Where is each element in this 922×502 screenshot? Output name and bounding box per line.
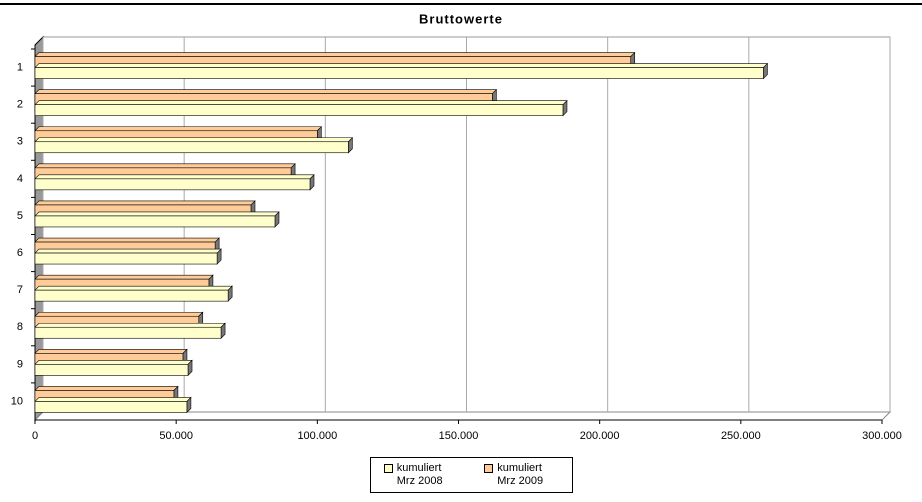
bar-top: [34, 397, 192, 402]
chart-title: Bruttowerte: [419, 11, 503, 26]
bar-top: [34, 285, 233, 291]
bar-top: [34, 274, 214, 280]
legend: kumuliert Mrz 2008 kumuliert Mrz 2009: [370, 457, 573, 493]
bar-top: [34, 126, 323, 132]
bar-top: [34, 237, 220, 243]
bar: [34, 141, 349, 154]
x-tick-label: 150.000: [439, 430, 479, 442]
x-tick-label: 300.000: [862, 430, 902, 442]
bar-top: [34, 63, 769, 68]
bar-top: [34, 89, 498, 94]
y-tick-label: 8: [17, 321, 23, 333]
legend-item: kumuliert Mrz 2008: [383, 462, 459, 488]
y-tick-label: 10: [11, 395, 23, 407]
bar: [34, 326, 222, 339]
y-tick-label: 5: [17, 210, 23, 222]
y-tick-label: 3: [17, 136, 23, 148]
bar-top: [34, 100, 568, 105]
y-tick-label: 4: [17, 173, 23, 185]
bar: [34, 401, 188, 413]
bar: [34, 364, 189, 376]
bar: [34, 252, 218, 265]
bar-top: [34, 386, 179, 391]
bar-top: [34, 174, 315, 180]
bar: [34, 215, 276, 228]
bar-top: [34, 349, 188, 354]
y-tick-label: 7: [17, 284, 23, 296]
floor: [33, 411, 892, 421]
bar: [34, 67, 764, 79]
legend-swatch: [383, 464, 393, 473]
bar-top: [34, 322, 226, 328]
bar-top: [34, 211, 280, 217]
bar-top: [34, 200, 256, 206]
bar: [34, 289, 229, 302]
legend-swatch: [484, 464, 494, 473]
y-tick-label: 2: [17, 99, 23, 111]
x-tick-label: 100.000: [297, 430, 337, 442]
x-tick-label: 0: [32, 430, 38, 442]
y-tick-label: 6: [17, 247, 23, 259]
x-tick-label: 250.000: [721, 430, 761, 442]
x-tick-label: 50.000: [159, 430, 193, 442]
x-tick-label: 200.000: [580, 430, 620, 442]
bar-top: [34, 311, 204, 317]
bar: [34, 104, 564, 116]
legend-item: kumuliert Mrz 2009: [484, 462, 559, 488]
legend-label: kumuliert Mrz 2008: [396, 462, 443, 487]
bar-top: [34, 137, 354, 143]
bar-top: [34, 163, 296, 169]
bar-top: [34, 248, 222, 254]
y-tick-label: 9: [17, 358, 23, 370]
bar-top: [34, 360, 193, 365]
legend-label: kumuliert Mrz 2009: [497, 462, 544, 487]
bar: [34, 178, 311, 191]
bar-top: [34, 52, 636, 57]
y-tick-label: 1: [17, 61, 23, 73]
